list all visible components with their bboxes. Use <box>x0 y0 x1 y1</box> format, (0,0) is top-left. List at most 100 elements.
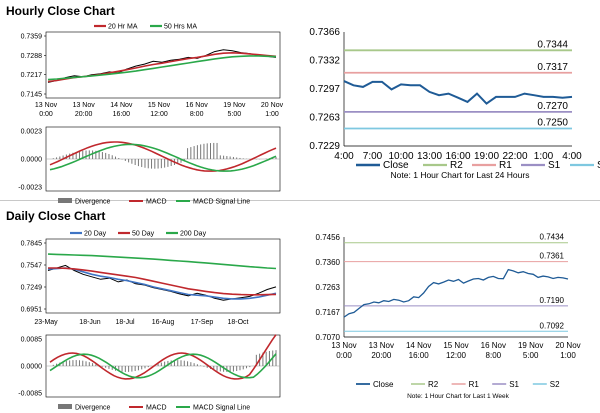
y-tick-label: 0.6951 <box>21 307 43 314</box>
y-tick-label: 0.0085 <box>21 337 43 344</box>
x-tick-label: 4:00 <box>562 151 582 162</box>
x-tick-label: 16:00 <box>113 111 131 118</box>
y-tick-label: 0.7263 <box>309 113 340 124</box>
y-tick-label: 0.0000 <box>21 364 43 371</box>
y-tick-label: 0.7167 <box>316 308 341 317</box>
y-tick-label: 0.7263 <box>316 283 341 292</box>
legend-label: R2 <box>450 160 463 171</box>
plot-frame <box>45 238 281 314</box>
series-line-close <box>343 268 569 318</box>
series-line-20-day <box>47 267 277 300</box>
legend-label: 20 Day <box>84 231 107 238</box>
hourly-pivot-chart: 0.7366 0.7332 0.7297 0.7263 0.7229 0.7344 0.73… <box>309 27 600 180</box>
y-tick-label: 0.7360 <box>316 258 341 267</box>
x-tick-label: 1:00 <box>265 111 279 118</box>
y-tick-label: 0.7547 <box>21 263 43 270</box>
x-tick-label: 16-Aug <box>152 319 175 326</box>
x-tick-label: 16:00 <box>445 151 470 162</box>
macd-signal-line <box>49 353 277 379</box>
y-tick-label: -0.0085 <box>18 391 42 398</box>
x-tick-label: 19 Nov <box>518 341 543 350</box>
x-tick-label: 16 Nov <box>481 341 506 350</box>
x-tick-label: 18-Jun <box>79 319 101 326</box>
legend-label: MACD Signal Line <box>193 405 250 412</box>
y-tick-label: 0.7359 <box>21 34 43 41</box>
hourly-close-chart-title: Hourly Close Chart <box>6 4 115 18</box>
y-tick-label: 0.7845 <box>21 241 43 248</box>
x-tick-label: 23-May <box>34 319 58 326</box>
x-tick-label: 20 Nov <box>261 102 284 109</box>
x-tick-label: 17-Sep <box>191 319 214 326</box>
legend-swatch <box>58 198 72 203</box>
legend-swatch <box>58 404 72 409</box>
x-tick-label: 16 Nov <box>186 102 209 109</box>
macd-line <box>49 334 277 380</box>
legend-label: Divergence <box>75 199 111 206</box>
y-tick-label: 0.7456 <box>316 233 341 242</box>
daily-ma-chart: 0.7845 0.7547 0.7249 0.6951 20 Day 50 Day 200 … <box>21 231 281 326</box>
x-tick-label: 22:00 <box>502 151 527 162</box>
legend-label: R1 <box>469 380 480 389</box>
x-tick-label: 12:00 <box>446 351 467 360</box>
plot-frame <box>45 31 281 99</box>
hourly-macd-chart: 0.0023 0.0000 -0.0023 Divergence MACD MACD Si… <box>18 126 281 206</box>
y-tick-label: 0.7332 <box>309 56 340 67</box>
series-line-200-day <box>47 253 277 270</box>
pivot-label-r1: 0.7317 <box>537 62 568 73</box>
legend-label: Close <box>373 380 394 389</box>
x-tick-label: 13 Nov <box>369 341 394 350</box>
legend-label: Divergence <box>75 405 111 412</box>
pivot-label-r2: 0.7434 <box>540 233 565 242</box>
legend-label: R2 <box>428 380 439 389</box>
daily-close-chart-title: Daily Close Chart <box>6 209 106 223</box>
macd-line <box>49 141 277 172</box>
y-tick-label: 0.7229 <box>309 141 340 152</box>
x-tick-label: 20 Nov <box>555 341 580 350</box>
y-tick-label: 0.7366 <box>309 27 340 38</box>
series-line-50-hrs-ma <box>47 55 277 81</box>
pivot-label-s2: 0.7092 <box>540 321 565 330</box>
daily-pivot-chart: 0.7456 0.7360 0.7263 0.7167 0.7070 0.7434 0.73… <box>316 233 581 400</box>
x-tick-label: 19 Nov <box>223 102 246 109</box>
x-tick-label: 0:00 <box>39 111 53 118</box>
x-tick-label: 8:00 <box>486 351 502 360</box>
x-tick-label: 13:00 <box>417 151 442 162</box>
x-tick-label: 8:00 <box>190 111 204 118</box>
legend-label: 50 Hrs MA <box>164 24 197 31</box>
x-tick-label: 13 Nov <box>73 102 96 109</box>
x-tick-label: 13 Nov <box>35 102 58 109</box>
daily-macd-chart: 0.0085 0.0000 -0.0085 Divergence MACD MACD Si… <box>18 334 281 412</box>
x-tick-label: 18-Jul <box>115 319 135 326</box>
x-tick-label: 10:00 <box>388 151 413 162</box>
pivot-label-s2: 0.7250 <box>537 118 568 129</box>
x-tick-label: 5:00 <box>228 111 242 118</box>
x-tick-label: 14 Nov <box>110 102 133 109</box>
x-tick-label: 5:00 <box>523 351 539 360</box>
y-tick-label: 0.7217 <box>21 72 43 79</box>
pivot-label-r2: 0.7344 <box>537 39 568 50</box>
x-tick-label: 1:00 <box>534 151 554 162</box>
legend-label: S2 <box>550 380 560 389</box>
section-divider <box>0 200 600 201</box>
legend-label: MACD Signal Line <box>193 199 250 206</box>
x-tick-label: 4:00 <box>334 151 354 162</box>
series-line-50-day <box>48 267 277 296</box>
legend-label: R1 <box>499 160 512 171</box>
macd-signal-line <box>49 143 277 172</box>
legend-label: MACD <box>146 199 167 206</box>
y-tick-label: 0.7145 <box>21 92 43 99</box>
y-tick-label: 0.7070 <box>316 333 341 342</box>
x-tick-label: 15 Nov <box>148 102 171 109</box>
pivot-label-r1: 0.7361 <box>540 252 565 261</box>
legend-label: 200 Day <box>180 231 207 238</box>
x-tick-label: 20:00 <box>371 351 392 360</box>
legend-label: S1 <box>509 380 519 389</box>
x-tick-label: 1:00 <box>560 351 576 360</box>
hourly-ma-chart: 0.7359 0.7288 0.7217 0.7145 20 Hr MA 50 Hrs M… <box>21 24 284 119</box>
legend-label: 50 Day <box>132 231 155 238</box>
legend-label: S1 <box>548 160 561 171</box>
chart-note: Note: 1 Hour Chart for Last 1 Week <box>407 393 510 400</box>
pivot-label-s1: 0.7190 <box>540 296 565 305</box>
x-tick-label: 18-Oct <box>227 319 248 326</box>
x-tick-label: 14 Nov <box>406 341 431 350</box>
